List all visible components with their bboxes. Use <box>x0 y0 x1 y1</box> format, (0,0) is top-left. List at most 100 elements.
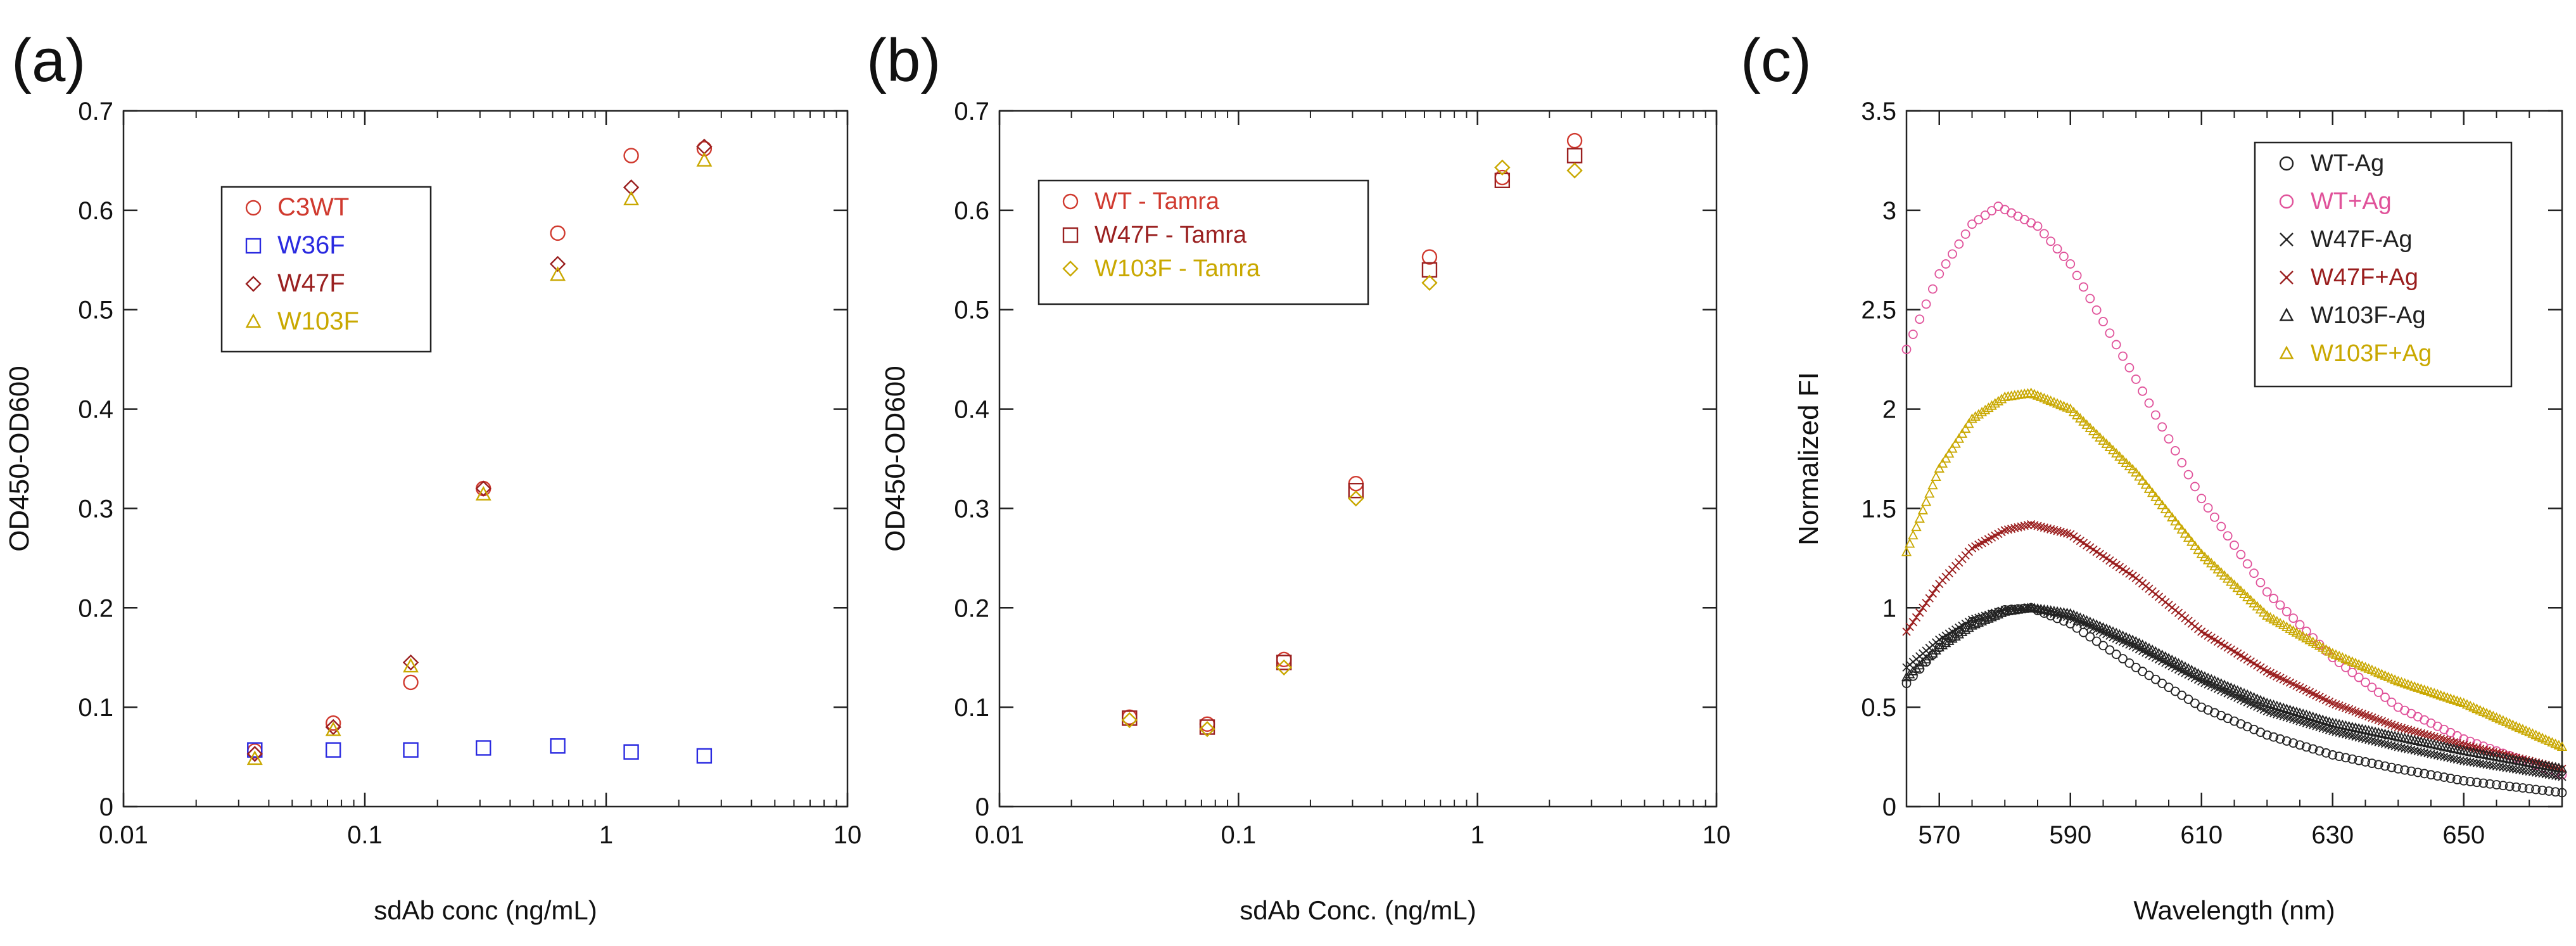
data-point <box>2515 765 2524 774</box>
legend: WT-Ag WT+Ag W47F-Ag W47F+Ag W103F-Ag W103F+Ag <box>2254 141 2513 388</box>
data-point <box>1917 504 1929 515</box>
legend-label: W47F - Tamra <box>1094 222 1247 248</box>
data-point <box>1905 538 1915 548</box>
data-point <box>2209 561 2220 571</box>
data-point <box>2410 746 2419 755</box>
data-point <box>2212 564 2223 574</box>
data-point <box>2492 780 2501 789</box>
y-tick-label: 0.1 <box>954 694 989 722</box>
y-tick-label: 3 <box>1882 197 1896 225</box>
data-point <box>2124 362 2135 373</box>
legend-label: W103F-Ag <box>2311 302 2426 329</box>
series-wt-ag <box>1901 201 2567 780</box>
data-point <box>1122 710 1138 726</box>
legend-marker <box>245 200 262 216</box>
data-point <box>2354 733 2363 742</box>
data-point <box>2170 516 2181 526</box>
data-point <box>1908 329 1918 340</box>
data-point <box>2095 431 2105 442</box>
data-point <box>2556 741 2568 751</box>
legend-label: W47F-Ag <box>2311 226 2412 253</box>
data-point <box>2140 479 2151 489</box>
data-point <box>2551 787 2561 797</box>
data-point <box>402 654 419 671</box>
x-tick-label: 10 <box>834 821 862 849</box>
data-point <box>1924 488 1935 498</box>
data-point <box>1924 651 1935 661</box>
data-point <box>1937 457 1948 468</box>
data-point <box>1348 490 1364 507</box>
data-point <box>2256 578 2266 587</box>
data-point <box>2463 757 2471 766</box>
data-point <box>2101 438 2112 448</box>
legend-label: W36F <box>277 231 345 259</box>
data-point <box>476 740 492 756</box>
data-point <box>2193 544 2204 554</box>
data-point <box>2430 750 2439 759</box>
data-point <box>1925 594 1934 603</box>
data-point <box>325 742 341 758</box>
data-point <box>2134 471 2145 481</box>
data-point <box>2367 682 2377 693</box>
data-point <box>2078 416 2089 426</box>
data-point <box>1908 530 1919 540</box>
data-point <box>2163 508 2174 518</box>
data-point <box>2186 536 2197 546</box>
data-point <box>2017 522 2026 531</box>
data-point <box>2039 229 2049 239</box>
x-axis-label: sdAb Conc. (ng/mL) <box>1240 895 1476 925</box>
data-point <box>1931 644 1941 655</box>
data-point <box>2091 305 2102 315</box>
data-point <box>2301 626 2311 636</box>
data-point <box>2308 744 2318 754</box>
data-point <box>2472 758 2482 767</box>
data-point <box>2479 760 2488 769</box>
x-tick-label: 0.01 <box>99 821 148 849</box>
data-point <box>2364 735 2373 745</box>
data-point <box>1276 659 1292 676</box>
data-point <box>2518 783 2528 793</box>
x-tick-label: 1 <box>599 821 613 849</box>
data-point <box>1199 719 1215 735</box>
data-point <box>2446 753 2455 763</box>
data-point <box>2456 756 2465 765</box>
legend-label: WT+Ag <box>2311 188 2392 215</box>
data-point <box>2557 788 2567 798</box>
y-tick-label: 0 <box>975 793 989 821</box>
data-point <box>696 141 713 157</box>
data-point <box>2420 769 2430 779</box>
data-point <box>2258 607 2269 617</box>
y-tick-label: 0.2 <box>954 594 989 622</box>
data-point <box>1921 299 1931 309</box>
data-point <box>2033 221 2043 231</box>
data-point <box>2065 403 2076 413</box>
data-point <box>1927 284 1938 294</box>
data-point <box>2117 454 2128 464</box>
data-point <box>2137 475 2148 485</box>
data-point <box>623 148 639 163</box>
data-point <box>2377 738 2387 748</box>
data-point <box>2079 282 2088 292</box>
data-point <box>2052 244 2062 254</box>
data-point <box>1901 546 1912 556</box>
data-point <box>1920 496 1932 506</box>
data-point <box>2105 645 2115 655</box>
data-point <box>2485 760 2494 770</box>
data-point <box>2147 487 2158 497</box>
y-tick-label: 0.7 <box>78 98 113 125</box>
data-point <box>2238 588 2250 598</box>
data-point <box>2124 461 2135 471</box>
data-point <box>2230 540 2239 550</box>
x-tick-label: 10 <box>1703 821 1731 849</box>
data-point <box>2407 745 2416 754</box>
data-point <box>2538 769 2547 778</box>
data-point <box>2043 524 2052 533</box>
legend-label: W47F <box>277 269 345 297</box>
data-point <box>2499 763 2508 772</box>
data-point <box>2150 410 2160 420</box>
data-point <box>2183 532 2194 542</box>
data-point <box>2131 467 2141 477</box>
data-point <box>2160 503 2171 513</box>
data-point <box>1908 618 1917 627</box>
data-point <box>1915 608 1924 617</box>
